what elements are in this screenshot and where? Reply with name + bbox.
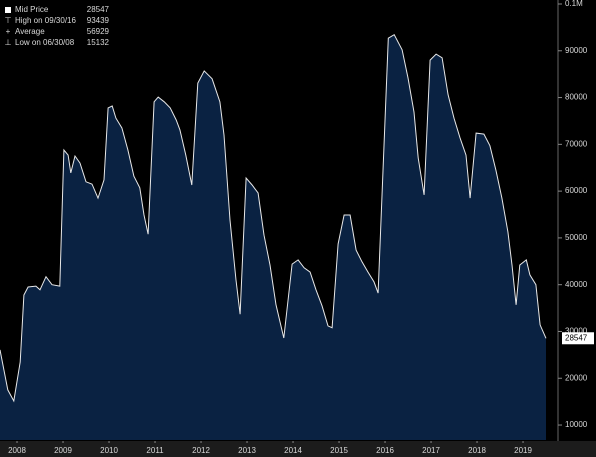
x-tick-label: 2013 bbox=[238, 446, 256, 455]
y-tick-label: 20000 bbox=[565, 373, 588, 382]
line bbox=[0, 34, 547, 403]
x-tick-label: 2018 bbox=[468, 446, 486, 455]
legend-icon: + bbox=[6, 27, 11, 36]
legend-label: Average bbox=[15, 27, 45, 36]
x-tick-label: 2015 bbox=[330, 446, 348, 455]
x-tick-label: 2016 bbox=[376, 446, 394, 455]
y-tick-label: 40000 bbox=[565, 280, 588, 289]
legend-label: Mid Price bbox=[15, 5, 49, 14]
area bbox=[0, 34, 546, 440]
y-tick-label: 70000 bbox=[565, 139, 588, 148]
y-tick-label: 10000 bbox=[565, 420, 588, 429]
y-tick-label: 90000 bbox=[565, 46, 588, 55]
y-tick-label: 60000 bbox=[565, 186, 588, 195]
legend-value: 56929 bbox=[87, 27, 110, 36]
x-tick-label: 2019 bbox=[514, 446, 532, 455]
x-tick-label: 2012 bbox=[192, 446, 210, 455]
plot bbox=[0, 34, 547, 440]
legend-icon bbox=[5, 7, 11, 13]
x-axis-band bbox=[0, 441, 596, 457]
legend-value: 15132 bbox=[87, 38, 110, 47]
x-tick-label: 2014 bbox=[284, 446, 302, 455]
y-tick-label: 0.1M bbox=[565, 0, 583, 8]
y-tick-label: 50000 bbox=[565, 233, 588, 242]
legend-label: Low on 06/30/08 bbox=[15, 38, 75, 47]
x-tick-label: 2017 bbox=[422, 446, 440, 455]
legend-box bbox=[2, 2, 112, 47]
last-value-label: 28547 bbox=[565, 333, 588, 342]
x-tick-label: 2011 bbox=[146, 446, 164, 455]
x-tick-label: 2008 bbox=[8, 446, 26, 455]
legend-value: 93439 bbox=[87, 16, 110, 25]
y-tick-label: 80000 bbox=[565, 93, 588, 102]
last-value-box bbox=[562, 332, 594, 345]
legend-icon: ⊤ bbox=[5, 16, 12, 25]
legend-label: High on 09/30/16 bbox=[15, 16, 76, 25]
x-tick-label: 2009 bbox=[54, 446, 72, 455]
y-tick-label: 30000 bbox=[565, 327, 588, 336]
legend-icon: ⊥ bbox=[5, 38, 12, 47]
legend: Mid Price 28547 High on 09/30/16 93439 Avera… bbox=[15, 5, 110, 47]
legend-value: 28547 bbox=[87, 5, 110, 14]
x-tick-label: 2010 bbox=[100, 446, 118, 455]
